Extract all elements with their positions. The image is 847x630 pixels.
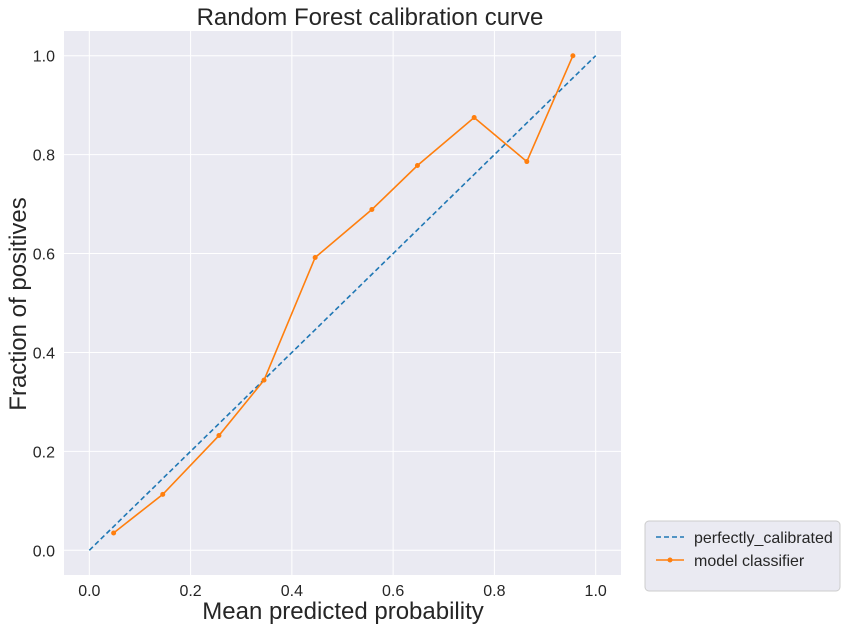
tick-labels: 0.0 0.2 0.4 0.6 0.8 1.0 0.0 0.2 0.4 0.6 0.8 1.0: [33, 49, 607, 600]
y-tick-label: 0.8: [33, 148, 55, 165]
data-point-marker: [111, 530, 117, 536]
data-point-marker: [570, 53, 576, 59]
y-tick-label: 0.6: [33, 247, 55, 264]
legend-label-model-classifier: model classifier: [694, 553, 805, 570]
grid: [64, 31, 621, 575]
data-point-marker: [369, 207, 375, 213]
data-point-marker: [216, 433, 222, 439]
y-tick-label: 0.2: [33, 444, 55, 461]
data-point-marker: [471, 115, 477, 121]
y-tick-label: 1.0: [33, 49, 55, 66]
x-tick-label: 0.6: [382, 583, 404, 600]
data-point-marker: [312, 255, 318, 261]
legend: perfectly_calibrated model classifier: [644, 520, 841, 592]
x-axis-label: Mean predicted probability: [202, 598, 484, 625]
x-tick-label: 1.0: [585, 583, 607, 600]
data-point-marker: [414, 163, 420, 169]
series-layer: [88, 53, 597, 551]
data-point-marker: [160, 491, 166, 497]
y-axis-label: Fraction of positives: [5, 197, 32, 410]
data-point-marker: [524, 159, 530, 165]
legend-label-perfectly-calibrated: perfectly_calibrated: [694, 530, 833, 547]
y-tick-label: 0.4: [33, 345, 55, 362]
series-line-perfectly-calibrated: [88, 55, 597, 551]
series-line-model-classifier: [113, 55, 574, 534]
data-point-marker: [261, 377, 267, 383]
x-tick-label: 0.0: [78, 583, 100, 600]
x-tick-label: 0.4: [281, 583, 303, 600]
legend-marker-model-classifier: [667, 557, 673, 563]
chart-title: Random Forest calibration curve: [197, 4, 544, 31]
x-tick-label: 0.2: [179, 583, 201, 600]
x-tick-label: 0.8: [483, 583, 505, 600]
legend-box: [644, 520, 841, 592]
y-tick-label: 0.0: [33, 543, 55, 560]
